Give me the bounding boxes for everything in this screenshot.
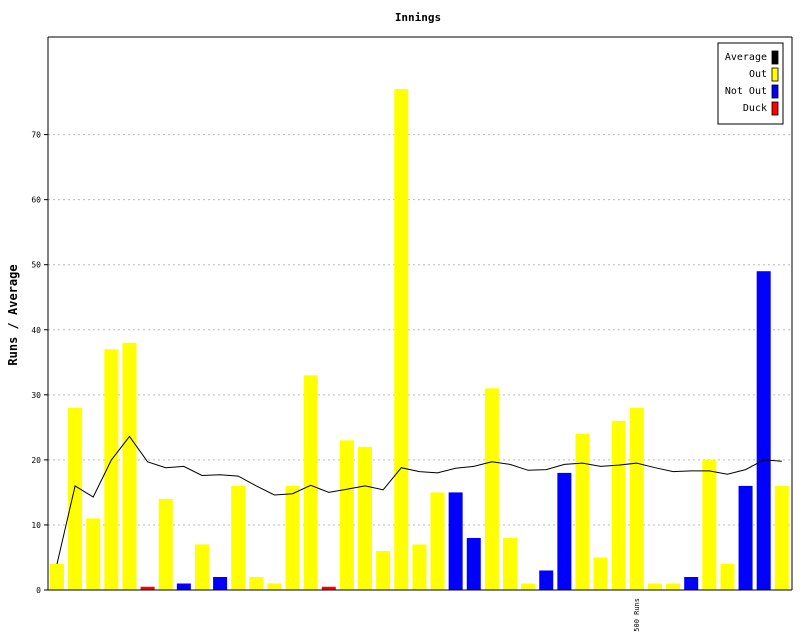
y-tick-label: 50: [31, 261, 41, 270]
bar-duck: [140, 586, 155, 590]
bar-out: [249, 576, 264, 590]
bar-out: [593, 557, 608, 590]
bar-not-out: [448, 492, 463, 590]
bar-series: [50, 89, 789, 590]
legend-label: Duck: [743, 103, 767, 114]
legend-label: Average: [725, 52, 767, 63]
legend-label: Out: [749, 69, 767, 80]
y-tick-label: 60: [31, 196, 41, 205]
y-tick-label: 40: [31, 326, 41, 335]
grid-lines: [48, 134, 792, 526]
bar-out: [194, 544, 209, 590]
annotations: 500 Runs: [633, 598, 641, 632]
bar-out: [575, 433, 590, 590]
bar-out: [412, 544, 427, 590]
bar-out: [86, 518, 101, 590]
legend-swatch: [771, 50, 779, 65]
bar-out: [666, 583, 681, 590]
bar-out: [503, 537, 517, 590]
bar-out: [647, 583, 662, 590]
bar-out: [484, 388, 499, 590]
y-tick-label: 30: [31, 391, 41, 400]
average-series: [56, 435, 782, 565]
bar-out: [720, 563, 735, 590]
bar-not-out: [176, 583, 191, 590]
y-tick-label: 70: [31, 131, 41, 140]
y-tick-label: 10: [31, 521, 41, 530]
bar-out: [629, 407, 644, 590]
bar-out: [611, 420, 626, 590]
bar-out: [122, 342, 137, 590]
legend-swatch: [771, 84, 779, 99]
chart-title: Innings: [395, 11, 441, 24]
y-tick-label: 0: [36, 586, 41, 595]
bar-not-out: [756, 271, 771, 590]
bar-not-out: [684, 576, 699, 590]
bar-duck: [321, 586, 336, 590]
bar-not-out: [557, 472, 572, 590]
bar-out: [430, 492, 445, 590]
bar-out: [521, 583, 536, 590]
bar-out: [376, 550, 391, 590]
bar-out: [104, 349, 119, 590]
legend-swatch: [771, 101, 779, 116]
y-axis-label: Runs / Average: [6, 264, 20, 365]
bar-out: [50, 563, 64, 590]
bar-not-out: [738, 485, 753, 590]
bar-out: [774, 485, 789, 590]
legend-label: Not Out: [725, 86, 767, 97]
bar-out: [158, 498, 173, 590]
bar-not-out: [466, 537, 481, 590]
axes: 0 10 20 30 40 50 60 70: [31, 36, 793, 595]
milestone-label: 500 Runs: [633, 598, 641, 632]
bar-out: [68, 407, 83, 590]
bar-out: [285, 485, 300, 590]
bar-out: [339, 440, 354, 590]
bar-out: [267, 583, 282, 590]
bar-out: [358, 446, 373, 590]
bar-out: [702, 459, 717, 590]
bar-out: [303, 375, 318, 590]
bar-not-out: [213, 576, 228, 590]
bar-out: [231, 485, 246, 590]
bar-not-out: [539, 570, 554, 590]
y-tick-label: 20: [31, 456, 41, 465]
legend-swatch: [771, 67, 779, 82]
legend: Average Out Not Out Duck: [717, 42, 784, 125]
average-line: [56, 435, 782, 565]
bar-out: [394, 89, 409, 590]
